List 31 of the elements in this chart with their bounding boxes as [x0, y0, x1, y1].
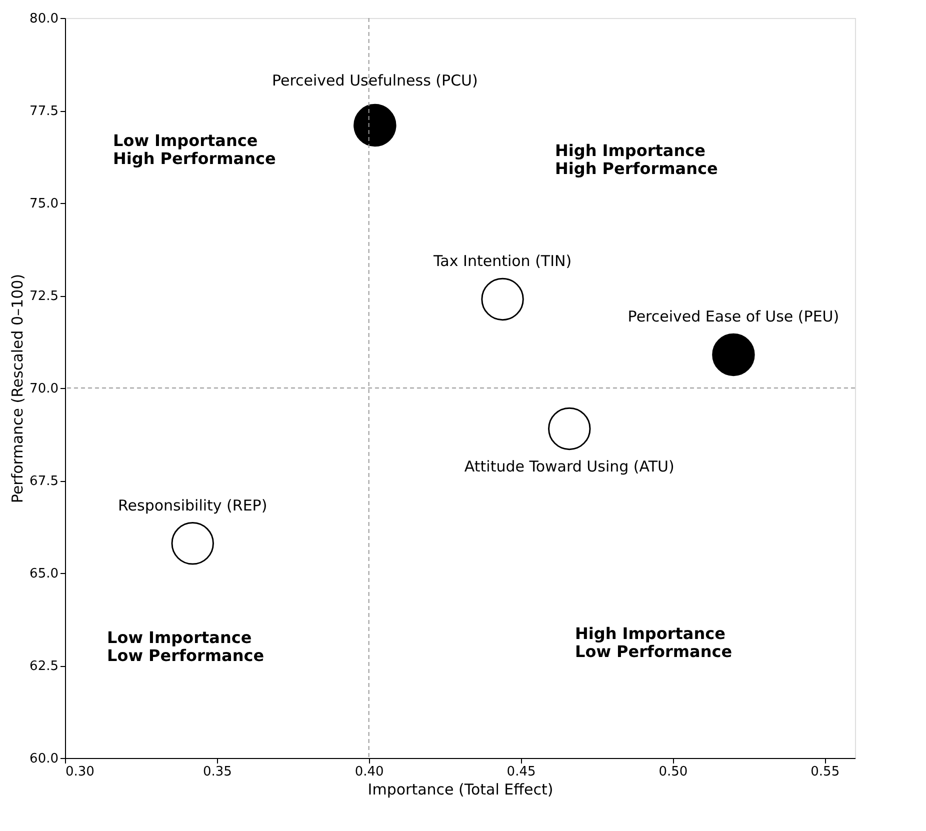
x-axis-title: Importance (Total Effect)	[368, 780, 554, 798]
y-tick-label: 60.0	[30, 752, 58, 766]
annotation: Attitude Toward Using (ATU)	[464, 458, 674, 476]
point	[548, 407, 591, 450]
y-tick-label: 80.0	[30, 12, 58, 26]
point	[171, 522, 214, 565]
point	[712, 333, 755, 376]
point	[481, 278, 524, 321]
annotation: High Importance Low Performance	[575, 624, 732, 661]
annotation: Responsibility (REP)	[118, 496, 268, 514]
x-tick-label: 0.40	[354, 764, 384, 780]
y-tick-label: 70.0	[30, 382, 58, 396]
y-tick-label: 72.5	[30, 289, 58, 304]
y-axis-title: Performance (Rescaled 0–100)	[8, 274, 27, 504]
y-tick-label: 62.5	[30, 659, 58, 674]
x-tick-label: 0.55	[810, 764, 840, 780]
x-tick-label: 0.50	[658, 764, 688, 780]
x-tick-label: 0.30	[66, 764, 94, 780]
annotation: High Importance High Performance	[555, 141, 718, 178]
y-tick-label: 75.0	[30, 196, 58, 212]
y-tick-label: 65.0	[30, 566, 58, 582]
annotation: Low Importance Low Performance	[107, 628, 264, 665]
x-tick-label: 0.45	[506, 764, 536, 780]
y-tick-label: 67.5	[30, 474, 58, 489]
x-tick-label: 0.35	[202, 764, 232, 780]
annotation: Low Importance High Performance	[113, 131, 276, 168]
point	[354, 104, 396, 147]
annotation: Perceived Ease of Use (PEU)	[628, 308, 840, 326]
annotation: Tax Intention (TIN)	[432, 252, 572, 270]
annotation: Perceived Usefulness (PCU)	[272, 71, 478, 90]
y-tick-label: 77.5	[30, 104, 58, 119]
